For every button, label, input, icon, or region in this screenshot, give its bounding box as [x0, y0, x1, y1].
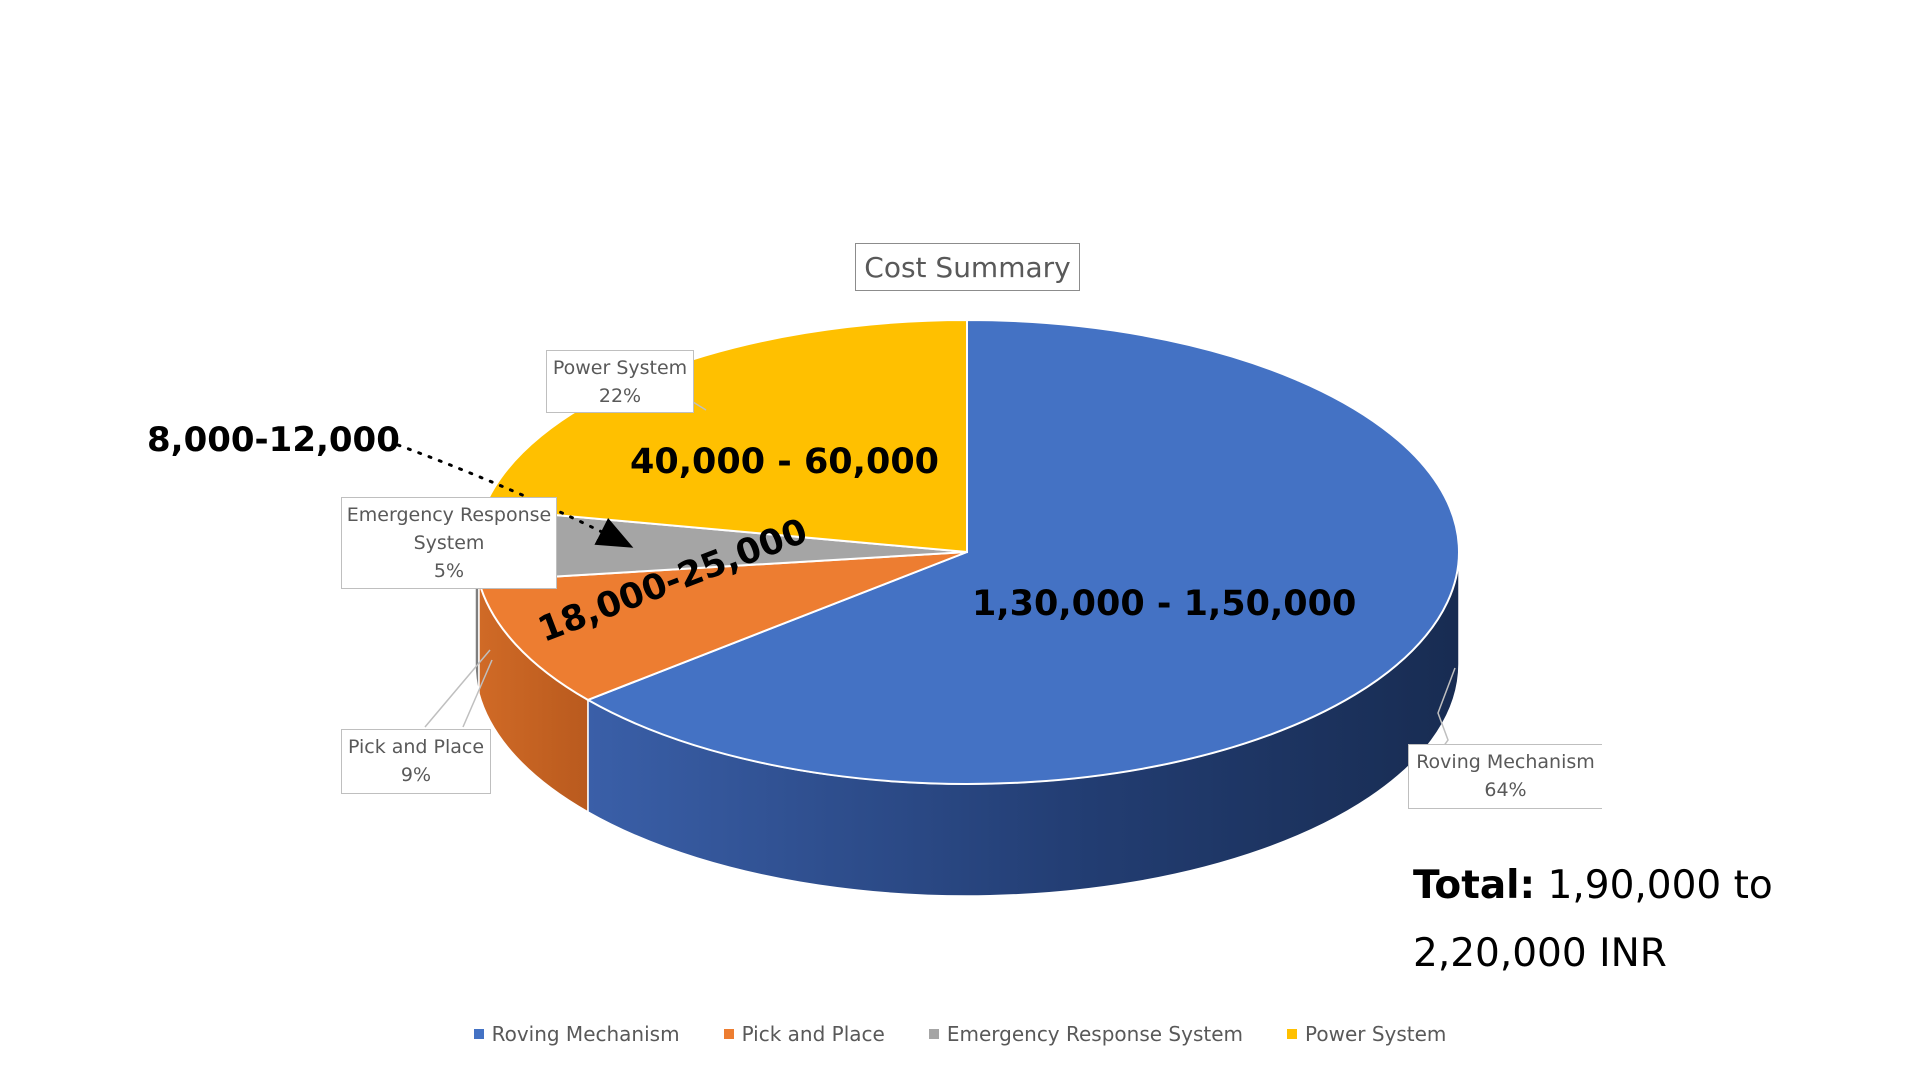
data-label-emergency-name-2: System [413, 532, 485, 554]
total-label: Total: [1413, 863, 1536, 908]
legend-label-pick: Pick and Place [741, 1022, 885, 1046]
range-label-emergency: 8,000-12,000 [147, 420, 400, 460]
range-label-power: 40,000 - 60,000 [630, 442, 940, 482]
data-label-emergency-name: Emergency Response [346, 504, 552, 526]
pie-slice-pick [477, 551, 968, 701]
data-label-pick-pct: 9% [400, 764, 432, 786]
total-text: Total: 1,90,000 to 2,20,000 INR [1413, 852, 1773, 988]
legend-label-power: Power System [1305, 1022, 1447, 1046]
leader-line-pick-2 [462, 659, 493, 728]
legend-label-emergency: Emergency Response System [946, 1022, 1243, 1046]
emergency-pointer-arrow [396, 443, 634, 548]
leader-lines [424, 401, 1456, 748]
data-label-power-pct: 22% [598, 385, 642, 407]
total-value-line1: 1,90,000 to [1547, 863, 1773, 908]
legend-swatch-pick [723, 1029, 734, 1039]
data-label-emergency: Emergency Response System 5% [341, 497, 557, 589]
legend-item-pick: Pick and Place [723, 1022, 885, 1046]
leader-line-pick [424, 649, 491, 728]
range-label-roving: 1,30,000 - 1,50,000 [972, 584, 1357, 624]
pie-slice-roving [585, 318, 1460, 785]
data-label-roving: Roving Mechanism 64% [1408, 744, 1602, 809]
legend-item-roving: Roving Mechanism [473, 1022, 680, 1046]
legend-item-power: Power System [1287, 1022, 1446, 1046]
legend-swatch-roving [473, 1029, 484, 1039]
data-label-power: Power System 22% [546, 350, 694, 413]
data-label-power-name: Power System [552, 357, 688, 379]
legend-label-roving: Roving Mechanism [491, 1022, 680, 1046]
data-label-pick-name: Pick and Place [347, 736, 485, 758]
data-label-emergency-pct: 5% [433, 560, 465, 582]
chart-title: Cost Summary [855, 243, 1080, 291]
leader-line-power [692, 401, 707, 411]
data-label-pick: Pick and Place 9% [341, 729, 491, 794]
total-value-line2: 2,20,000 INR [1413, 931, 1667, 976]
legend-item-emergency: Emergency Response System [928, 1022, 1243, 1046]
chart-legend: Roving Mechanism Pick and Place Emergency … [0, 1022, 1920, 1046]
legend-swatch-emergency [928, 1029, 939, 1039]
data-label-roving-pct: 64% [1484, 779, 1527, 801]
data-label-roving-name: Roving Mechanism [1416, 751, 1595, 773]
legend-swatch-power [1287, 1029, 1297, 1039]
